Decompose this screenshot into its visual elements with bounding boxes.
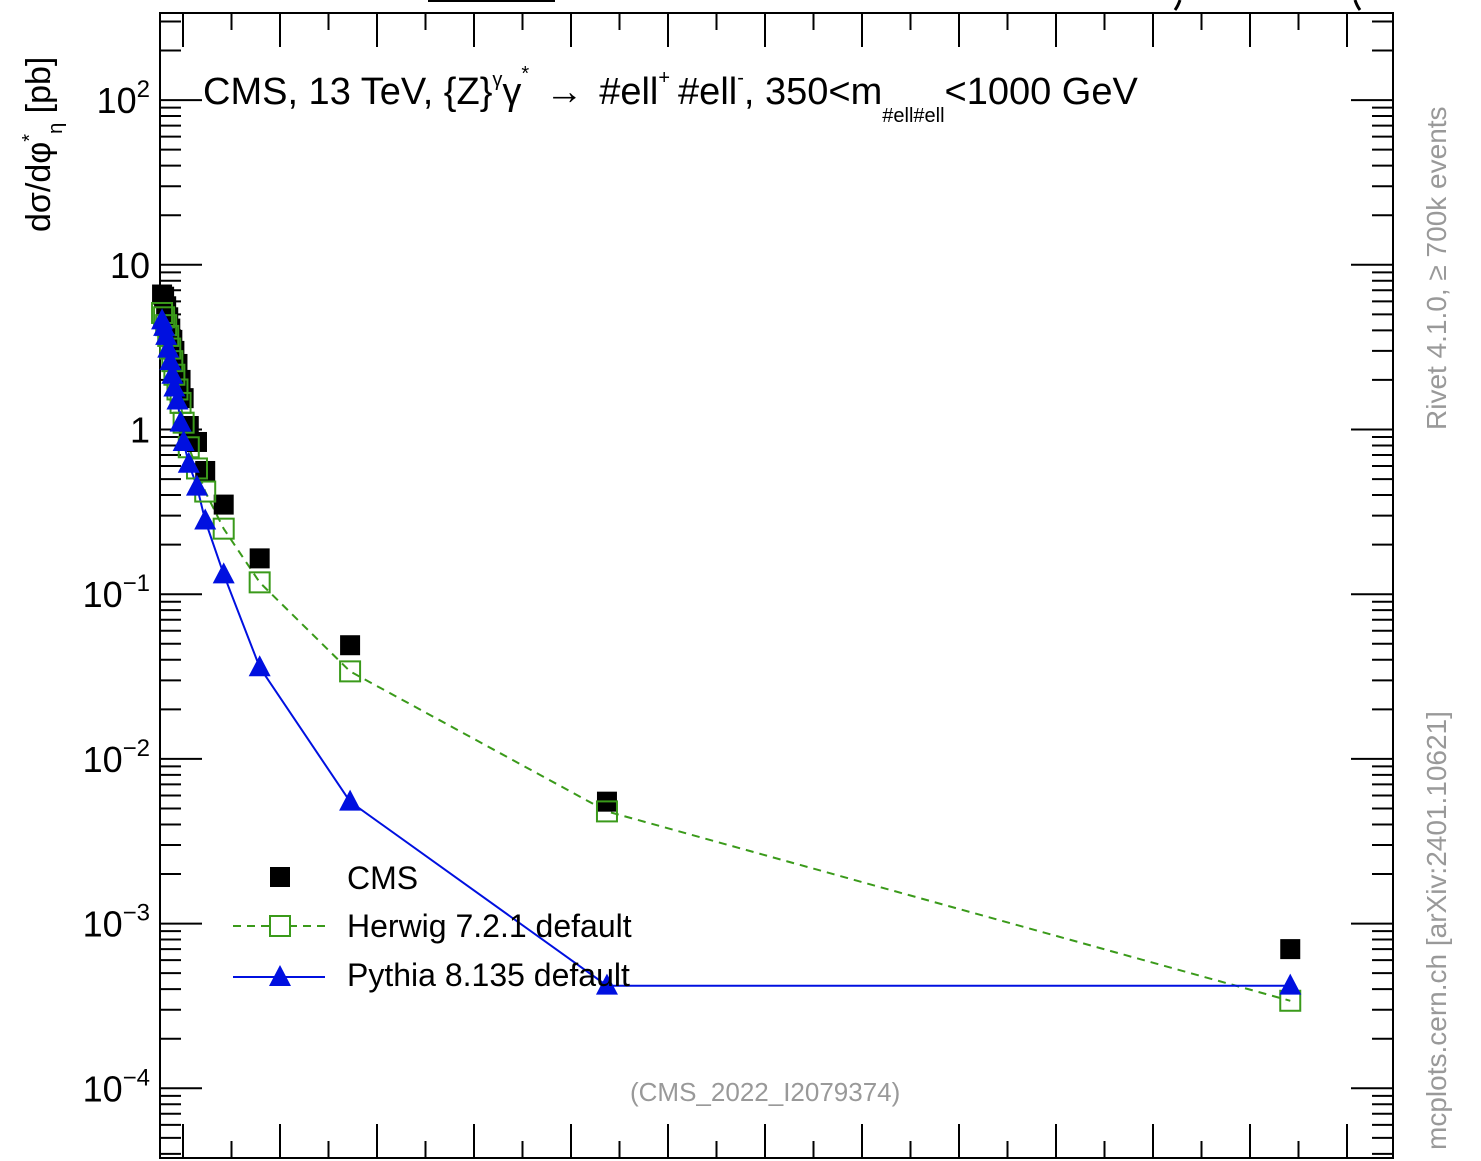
cms-point — [340, 635, 361, 656]
pythia-point — [172, 429, 195, 451]
annotation-lead: CMS, 13 TeV, {Z} — [203, 71, 492, 113]
series-line-herwig — [161, 312, 1291, 1002]
pythia-point — [163, 375, 186, 397]
clipped-title-fragment — [1173, 0, 1182, 11]
legend: CMS Herwig 7.2.1 default Pythia 8.135 de… — [233, 860, 632, 993]
y-tick-label: 102 — [97, 76, 150, 121]
legend-label-pythia: Pythia 8.135 default — [347, 957, 630, 993]
pythia-point — [212, 562, 235, 584]
pythia-point — [169, 410, 192, 432]
axis-ticks — [160, 13, 1393, 1158]
pythia-point — [339, 789, 362, 811]
y-tick-label: 10−3 — [83, 900, 150, 945]
pythia-point — [159, 349, 182, 371]
annotation-range-start: , 350<m — [744, 71, 882, 113]
y-axis-label: dσ/dφ* η [pb] — [19, 57, 67, 232]
pythia-point — [248, 655, 271, 677]
y-tick-label: 10 — [110, 245, 150, 286]
cms-point — [1280, 939, 1301, 960]
annotation-ell1: #ell — [599, 71, 658, 113]
pythia-point — [157, 336, 180, 358]
analysis-footnote: (CMS_2022_I2079374) — [630, 1077, 900, 1107]
series-line-pythia — [161, 320, 1291, 987]
legend-marker-cms — [270, 867, 290, 887]
annotation-star: * — [521, 63, 529, 85]
pythia-point — [1279, 973, 1302, 995]
annotation-slash-sup: γ — [492, 69, 502, 91]
pythia-point — [166, 388, 189, 410]
series-lines — [161, 312, 1291, 1002]
pythia-point — [177, 451, 200, 473]
herwig-point — [595, 800, 618, 823]
annotation-plus: + — [658, 67, 670, 89]
mcplots-side-label: mcplots.cern.ch [arXiv:2401.10621] — [1421, 711, 1452, 1150]
pythia-point — [161, 362, 184, 384]
legend-label-herwig: Herwig 7.2.1 default — [347, 908, 632, 944]
y-tick-label: 10−2 — [83, 735, 150, 780]
pythia-point — [155, 323, 178, 345]
cms-point — [213, 494, 234, 515]
pythia-point — [194, 508, 217, 530]
annotation-arrow: → — [545, 71, 583, 113]
herwig-point — [248, 571, 271, 594]
rivet-side-label: Rivet 4.1.0, ≥ 700k events — [1421, 106, 1452, 430]
y-axis-label-sub: η — [45, 123, 67, 134]
y-tick-labels: 10−4 10−3 10−2 10−1 1 10 102 — [83, 76, 150, 1109]
cms-point — [195, 460, 216, 481]
legend-label-cms: CMS — [347, 860, 418, 896]
y-axis-label-sup: * — [19, 134, 41, 142]
plot-frame — [159, 12, 1394, 1159]
y-tick-label: 10−1 — [83, 570, 150, 615]
annotation-range-end: <1000 GeV — [945, 71, 1139, 113]
series-markers — [151, 284, 1302, 1012]
y-tick-label: 10−4 — [83, 1064, 150, 1109]
pythia-point — [595, 973, 618, 995]
legend-marker-herwig — [269, 915, 291, 937]
cms-point — [249, 548, 270, 569]
plot-annotation: CMS, 13 TeV, {Z}γγ* → #ell+ #ell-, 350<m#el… — [203, 63, 1138, 127]
annotation-sub: #ell#ell — [882, 105, 944, 127]
y-axis-label-main: dσ/dφ — [20, 142, 58, 232]
y-axis-label-unit: [pb] — [20, 57, 58, 123]
clipped-title-fragment — [1353, 0, 1362, 11]
annotation-ell2: #ell — [678, 71, 737, 113]
pythia-point — [185, 474, 208, 496]
legend-marker-pythia — [269, 965, 291, 986]
y-tick-label: 1 — [130, 410, 150, 451]
annotation-gamma: γ — [502, 71, 521, 113]
herwig-point — [339, 660, 362, 683]
annotation-minus: - — [737, 67, 744, 89]
